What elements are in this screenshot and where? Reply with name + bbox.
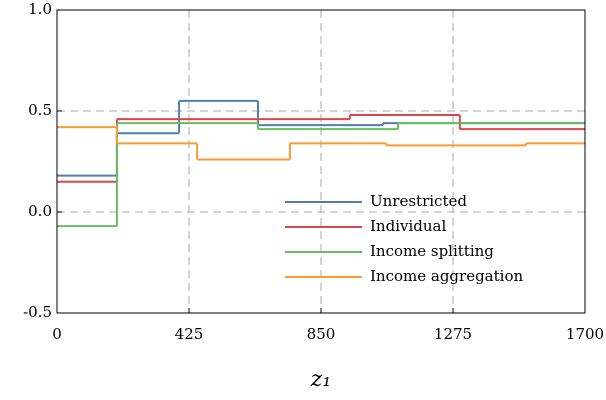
legend-label: Income aggregation <box>370 267 523 285</box>
x-tick-label: 1275 <box>434 325 472 343</box>
legend-label: Unrestricted <box>370 192 467 210</box>
y-tick-label: 0.5 <box>28 101 52 119</box>
legend-label: Income splitting <box>370 242 494 260</box>
x-axis-label: z₁ <box>310 367 331 392</box>
x-tick-label: 0 <box>52 325 62 343</box>
y-tick-label: -0.5 <box>23 303 52 321</box>
x-tick-label: 850 <box>307 325 336 343</box>
x-tick-label: 1700 <box>566 325 604 343</box>
x-tick-label: 425 <box>175 325 204 343</box>
y-tick-label: 1.0 <box>28 0 52 18</box>
y-tick-label: 0.0 <box>28 202 52 220</box>
plot-frame <box>56 9 586 314</box>
legend-label: Individual <box>370 217 446 235</box>
